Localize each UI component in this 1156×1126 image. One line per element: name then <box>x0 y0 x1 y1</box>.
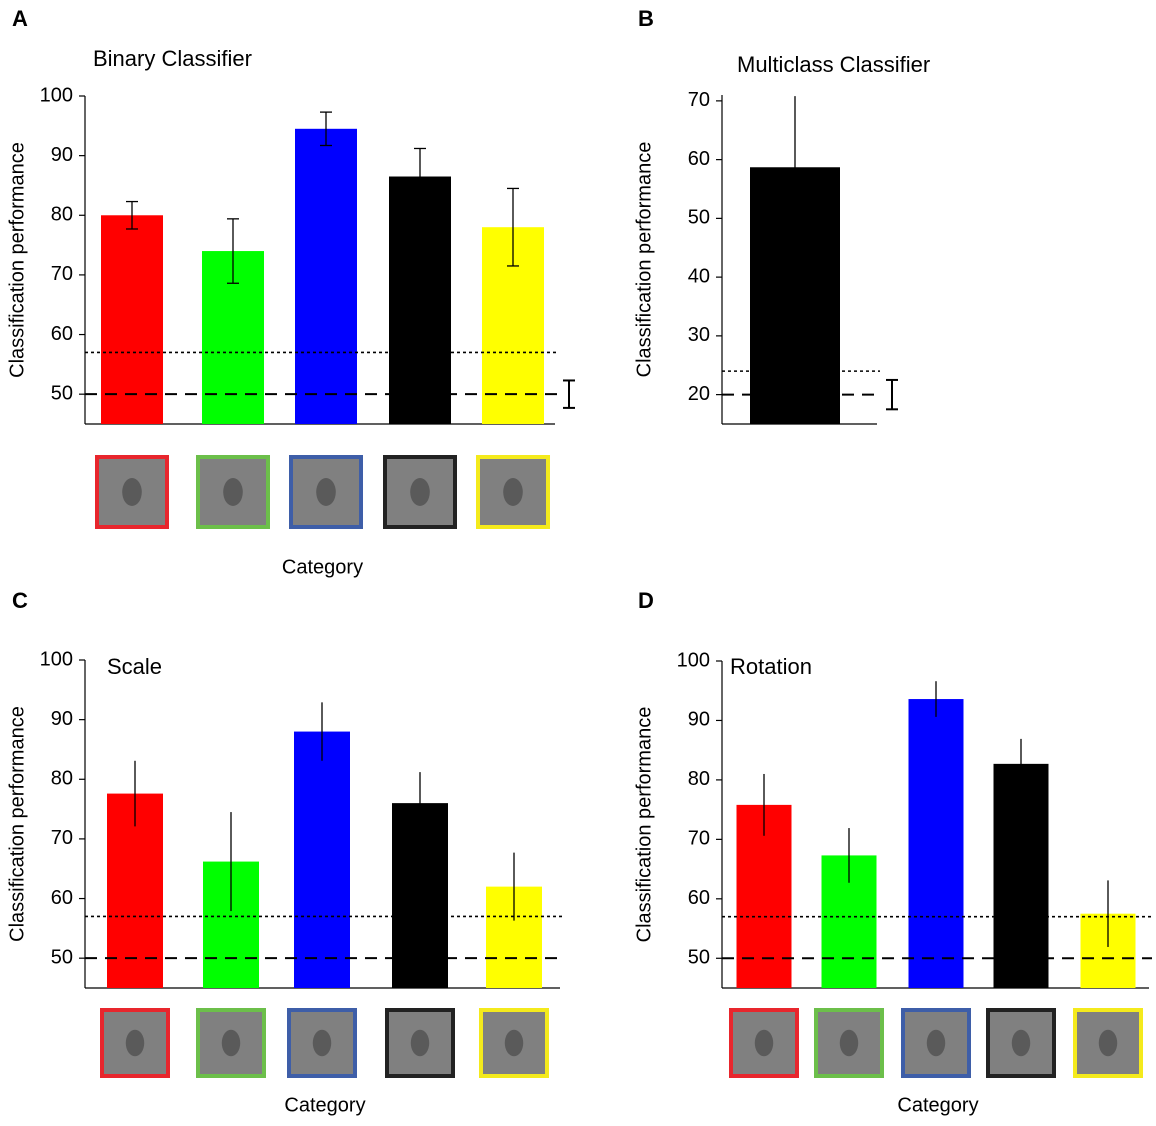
thumbnail-object <box>223 478 243 506</box>
thumbnail-object <box>122 478 142 506</box>
y-tick-label: 60 <box>688 148 710 170</box>
thumbnail-object <box>927 1030 945 1056</box>
thumbnail-object <box>840 1030 858 1056</box>
thumbnail-object <box>313 1030 331 1056</box>
bar <box>909 699 964 988</box>
y-tick-label: 100 <box>40 648 73 670</box>
thumbnail-object <box>503 478 523 506</box>
y-tick-label: 50 <box>688 947 710 969</box>
thumbnail-object <box>1012 1030 1030 1056</box>
y-axis-label: Classification performance <box>6 706 28 942</box>
x-axis-label: Category <box>282 556 363 578</box>
y-tick-label: 50 <box>688 207 710 229</box>
chart-title: Multiclass Classifier <box>737 52 930 77</box>
thumbnail-object <box>410 478 430 506</box>
x-axis-label: Category <box>897 1094 978 1116</box>
bar <box>101 215 163 424</box>
y-tick-label: 80 <box>51 768 73 790</box>
y-tick-label: 90 <box>51 144 73 166</box>
thumbnail-object <box>411 1030 429 1056</box>
y-tick-label: 100 <box>40 84 73 106</box>
panel-letter: A <box>12 6 28 31</box>
y-tick-label: 40 <box>688 265 710 287</box>
y-tick-label: 60 <box>51 323 73 345</box>
bar <box>389 177 451 424</box>
panel-letter: B <box>638 6 654 31</box>
y-tick-label: 70 <box>688 89 710 111</box>
y-tick-label: 70 <box>688 828 710 850</box>
y-tick-label: 60 <box>51 887 73 909</box>
panel-letter: D <box>638 588 654 613</box>
y-tick-label: 50 <box>51 382 73 404</box>
chart-title: Scale <box>107 654 162 679</box>
y-tick-label: 20 <box>688 383 710 405</box>
y-tick-label: 70 <box>51 263 73 285</box>
bar <box>294 732 350 988</box>
thumbnail-object <box>755 1030 773 1056</box>
y-tick-label: 30 <box>688 324 710 346</box>
y-tick-label: 50 <box>51 946 73 968</box>
y-axis-label: Classification performance <box>633 142 655 378</box>
y-axis-label: Classification performance <box>6 142 28 378</box>
thumbnail-object <box>1099 1030 1117 1056</box>
thumbnail-object <box>126 1030 144 1056</box>
y-tick-label: 80 <box>688 768 710 790</box>
panel-letter: C <box>12 588 28 613</box>
chart-title: Binary Classifier <box>93 46 252 71</box>
y-tick-label: 90 <box>688 709 710 731</box>
y-tick-label: 60 <box>688 887 710 909</box>
figure: A Binary Classifier Classification perform… <box>0 0 1156 1126</box>
y-tick-label: 80 <box>51 204 73 226</box>
thumbnail-object <box>316 478 336 506</box>
y-tick-label: 90 <box>51 708 73 730</box>
bar <box>295 129 357 424</box>
y-axis-label: Classification performance <box>633 707 655 943</box>
chart-title: Rotation <box>730 654 812 679</box>
y-tick-label: 70 <box>51 827 73 849</box>
x-axis-label: Category <box>284 1094 365 1116</box>
y-tick-label: 100 <box>677 649 710 671</box>
thumbnail-object <box>505 1030 523 1056</box>
thumbnail-object <box>222 1030 240 1056</box>
bar <box>994 764 1049 988</box>
